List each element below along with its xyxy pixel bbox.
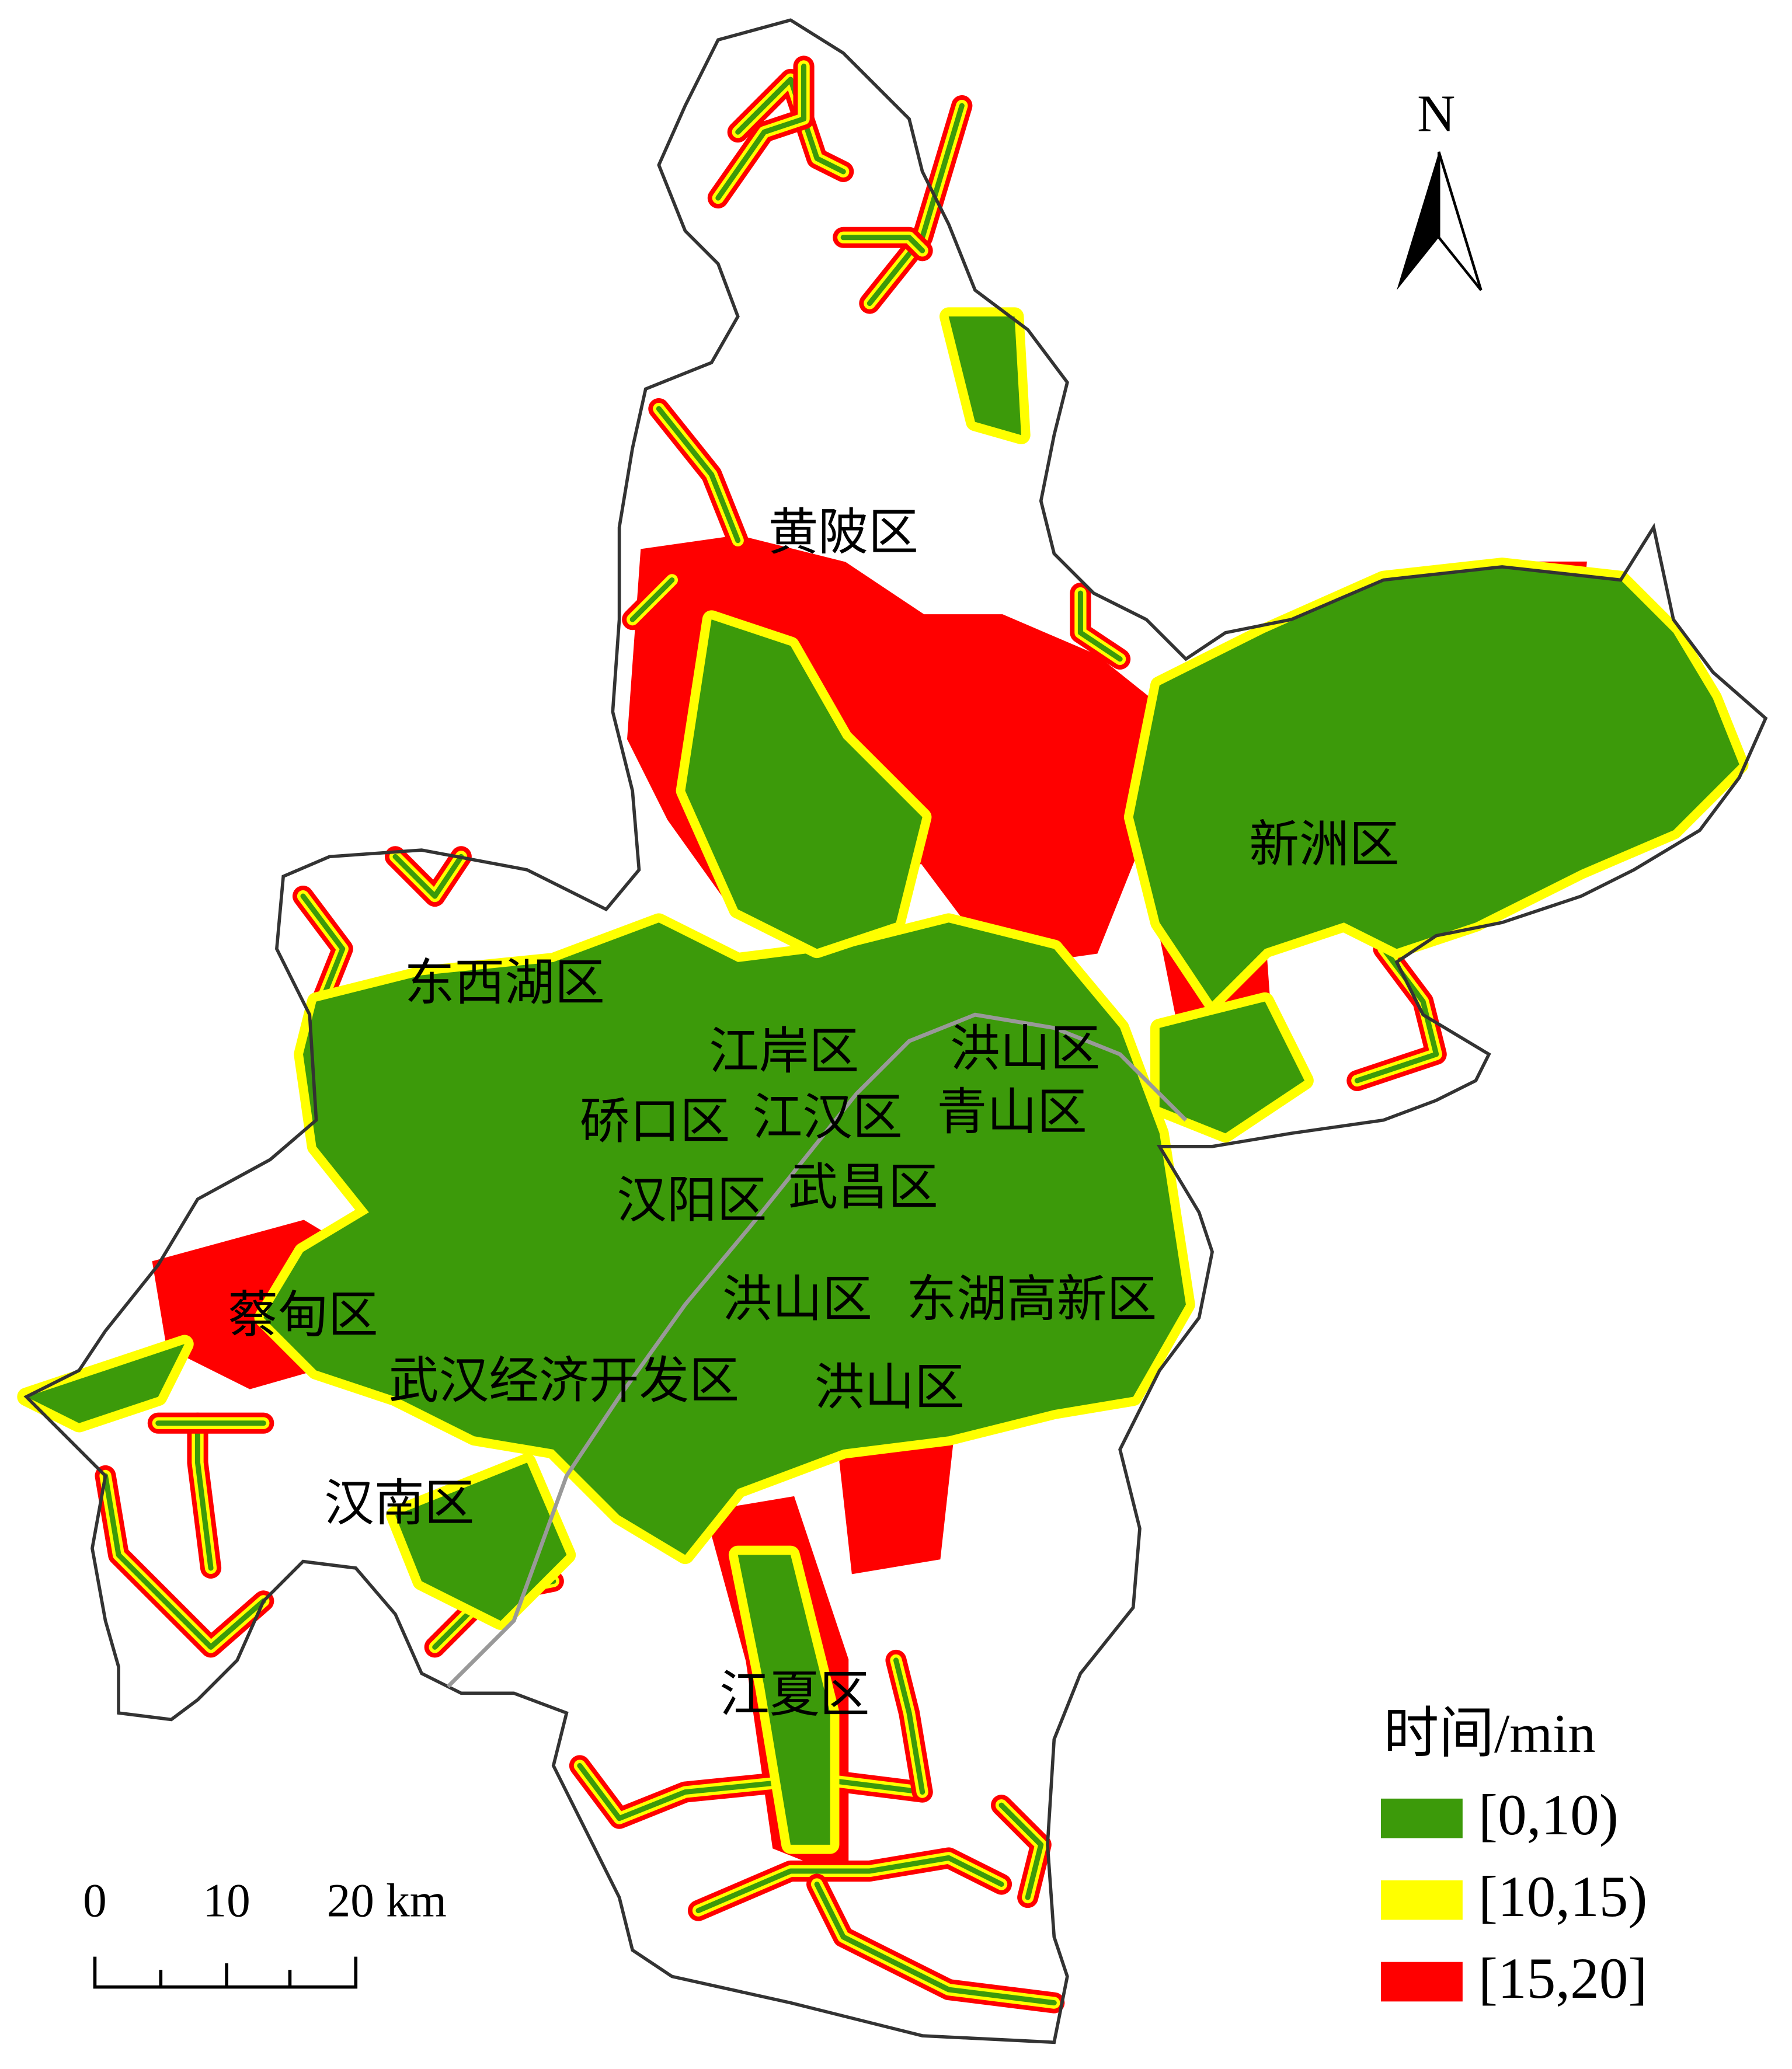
district-label: 洪山区	[722, 1272, 872, 1327]
district-label: 黄陂区	[768, 505, 918, 560]
district-label: 江夏区	[719, 1667, 869, 1722]
district-label: 武昌区	[788, 1159, 938, 1215]
district-label: 武汉经济开发区	[389, 1353, 739, 1409]
north-arrow-right	[1437, 151, 1483, 291]
district-label: 蔡甸区	[228, 1287, 378, 1343]
district-label: 汉阳区	[617, 1173, 767, 1228]
isochrone-0-10	[254, 913, 1195, 1565]
isochrone-0-10	[386, 1453, 576, 1630]
scale-label: 0	[83, 1874, 107, 1927]
road-buffer-0-10	[577, 1763, 925, 1821]
isochrone-0-10	[728, 1545, 840, 1854]
district-label: 东西湖区	[405, 956, 605, 1011]
district-label: 洪山区	[950, 1022, 1100, 1077]
road-buffer-0-10	[103, 1473, 266, 1650]
road-buffer-0-10	[715, 63, 807, 201]
scale-bar: 0 10 20 km	[83, 1874, 447, 1989]
boundary	[23, 18, 1768, 2044]
road-buffer-0-10	[392, 854, 464, 899]
scale-label: 10	[203, 1874, 250, 1927]
road-buffer-0-10	[840, 235, 925, 253]
isochrone-0-10	[676, 610, 932, 959]
isochrone-0-10	[17, 1335, 194, 1433]
road-buffer-0-10	[656, 406, 741, 544]
north-label: N	[1417, 84, 1455, 142]
road-buffer-0-10	[629, 577, 675, 622]
legend-swatch	[1380, 1798, 1463, 1838]
road-buffer-0-10	[194, 1420, 214, 1571]
road-buffer-0-10	[814, 1882, 1057, 2006]
road-buffer-0-10	[998, 1802, 1044, 1900]
district-label: 新洲区	[1249, 817, 1399, 873]
scale-label: 20 km	[327, 1874, 447, 1927]
district-label: 洪山区	[815, 1360, 965, 1415]
district-label: 硚口区	[580, 1094, 730, 1150]
road-buffer-0-10	[893, 1657, 925, 1795]
legend-label: [15,20]	[1478, 1947, 1648, 2011]
legend: 时间/min [0,10) [10,15) [15,20]	[1380, 1704, 1648, 2011]
river	[446, 1012, 1188, 1688]
legend-label: [10,15)	[1478, 1865, 1648, 1929]
district-label: 江岸区	[709, 1024, 859, 1079]
legend-title: 时间/min	[1383, 1704, 1595, 1764]
isochrone-layer	[17, 55, 1749, 2014]
road-buffer-0-10	[1077, 590, 1123, 662]
district-label: 江汉区	[753, 1090, 903, 1145]
district-label: 东湖高新区	[907, 1272, 1157, 1327]
district-label: 青山区	[937, 1085, 1087, 1140]
isochrone-0-10	[939, 307, 1031, 445]
legend-label: [0,10)	[1478, 1784, 1619, 1847]
legend-swatch	[1380, 1880, 1463, 1920]
road-buffer-0-10	[695, 1855, 1004, 1914]
legend-swatch	[1380, 1962, 1463, 2002]
district-label: 汉南区	[324, 1476, 474, 1531]
